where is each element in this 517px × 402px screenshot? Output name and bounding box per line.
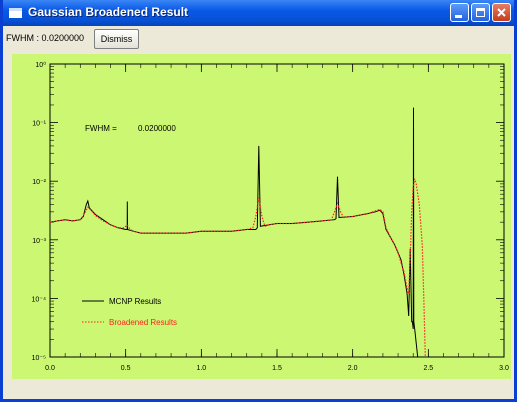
toolbar [3,26,514,52]
mcnp-results-line [49,107,419,358]
fwhm-annotation-value: 0.0200000 [138,124,176,133]
y-tick-label: 10⁻¹ [32,121,46,128]
legend-label-broadened: Broadened Results [109,318,177,327]
title-bar[interactable]: Gaussian Broadened Result [3,0,514,26]
window-bottom [3,379,514,399]
plot-frame [49,63,505,358]
close-button[interactable] [492,3,511,22]
x-tick-label: 2.0 [348,365,358,372]
x-tick-label: 1.5 [272,365,282,372]
dismiss-button[interactable]: Dismiss [94,29,139,49]
x-tick-label: 3.0 [499,365,509,372]
x-tick-label: 1.0 [196,365,206,372]
fwhm-label: FWHM : 0.0200000 [6,33,85,43]
spectrum-chart: 10⁻⁵ 10⁻⁴ 10⁻³ 10⁻² 10⁻¹ 10⁰ 0.0 0.5 1.0 1.5 2.0 2… [32,61,509,372]
window-title: Gaussian Broadened Result [28,5,189,19]
y-tick-label: 10⁻² [32,179,46,186]
close-icon [497,8,506,17]
y-tick-label: 10⁻⁴ [32,296,47,303]
plot-area: 10⁻⁵ 10⁻⁴ 10⁻³ 10⁻² 10⁻¹ 10⁰ 0.0 0.5 1.0 1.5 2.0 2… [12,54,511,379]
x-tick-label: 0.0 [45,365,55,372]
window-icon [9,8,22,18]
y-tick-label: 10⁻⁵ [32,355,46,362]
minimize-button[interactable] [450,3,469,22]
maximize-button[interactable] [471,3,490,22]
minimize-icon [455,15,462,18]
broadened-results-line [49,178,426,358]
fwhm-annotation-label: FWHM = [85,124,117,133]
legend-label-mcnp: MCNP Results [109,297,161,306]
y-tick-label: 10⁰ [35,61,46,69]
y-tick-label: 10⁻³ [32,238,46,245]
maximize-icon [476,8,485,17]
x-tick-label: 0.5 [121,365,131,372]
x-tick-label: 2.5 [423,365,433,372]
